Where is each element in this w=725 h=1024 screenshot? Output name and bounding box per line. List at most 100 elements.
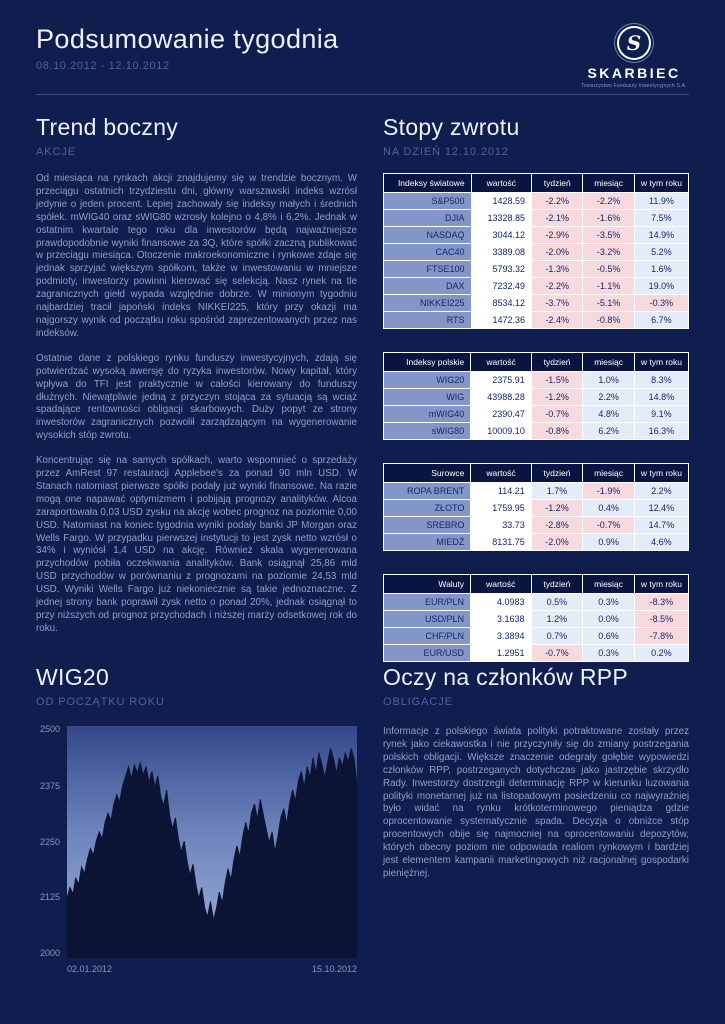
instrument-value: 43988.28 xyxy=(471,389,531,405)
table-row: ZŁOTO 1759.95 -1.2% 0.4% 12.4% xyxy=(384,500,688,516)
return-percent: -5.1% xyxy=(583,295,634,311)
return-percent: 0.7% xyxy=(531,628,583,644)
y-axis-tick-label: 2375 xyxy=(39,780,60,791)
table-row: mWIG40 2390.47 -0.7% 4.8% 9.1% xyxy=(384,406,688,422)
main-content: Trend boczny AKCJE Od miesiąca na rynkac… xyxy=(36,114,689,685)
returns-table: Waluty wartość tydzień miesiąc w tym roku EUR… xyxy=(383,574,689,662)
table-title-cell: Indeksy światowe xyxy=(384,174,471,192)
instrument-name: EUR/USD xyxy=(384,645,471,661)
table-header-row: Indeksy polskie wartość tydzień miesiąc w ty… xyxy=(384,353,688,371)
return-percent: -0.7% xyxy=(531,406,583,422)
return-percent: -1.6% xyxy=(583,210,634,226)
table-header-row: Indeksy światowe wartość tydzień miesiąc w t… xyxy=(384,174,688,192)
table-header-row: Waluty wartość tydzień miesiąc w tym roku xyxy=(384,575,688,593)
rpp-section-subtitle: OBLIGACJE xyxy=(383,696,453,708)
return-percent: -0.8% xyxy=(531,423,583,439)
return-percent: -2.9% xyxy=(532,227,583,243)
table-row: NIKKEI225 8534.12 -3.7% -5.1% -0.3% xyxy=(384,295,688,311)
return-percent: 5.2% xyxy=(634,244,688,260)
bottom-content: WIG20 OD POCZĄTKU ROKU 2500 2375 2250 2125 2… xyxy=(36,664,689,974)
return-percent: 16.3% xyxy=(634,423,688,439)
returns-section-title: Stopy zwrotu xyxy=(383,114,520,140)
return-percent: -2.2% xyxy=(583,193,634,209)
return-percent: -0.7% xyxy=(583,517,634,533)
instrument-name: ZŁOTO xyxy=(384,500,471,516)
return-percent: 4.8% xyxy=(583,406,634,422)
skarbiec-logo-icon: S xyxy=(617,26,651,60)
skarbiec-logo: S SKARBIEC Towarzystwo Funduszy Inwestyc… xyxy=(579,26,689,89)
return-percent: -0.5% xyxy=(583,261,634,277)
table-header-cell: wartość xyxy=(471,174,532,192)
return-percent: 4.6% xyxy=(634,534,688,550)
instrument-name: DJIA xyxy=(384,210,471,226)
table-row: WIG20 2375.91 -1.5% 1.0% 8.3% xyxy=(384,372,688,388)
instrument-value: 2375.91 xyxy=(471,372,531,388)
rpp-section: Oczy na członków RPP OBLIGACJE Informacj… xyxy=(383,664,689,974)
trend-section-subtitle: AKCJE xyxy=(36,146,76,158)
instrument-value: 1428.59 xyxy=(471,193,532,209)
instrument-name: CHF/PLN xyxy=(384,628,471,644)
return-percent: -1.3% xyxy=(532,261,583,277)
table-header-cell: w tym roku xyxy=(634,464,688,482)
table-header-cell: tydzień xyxy=(531,575,583,593)
instrument-name: MIEDŹ xyxy=(384,534,471,550)
return-percent: -8.5% xyxy=(634,611,688,627)
x-axis-label-end: 15.10.2012 xyxy=(311,964,357,974)
table-row: RTS 1472.36 -2.4% -0.8% 6.7% xyxy=(384,312,688,328)
chart-plot-area xyxy=(67,726,357,958)
title-block: Podsumowanie tygodnia 08.10.2012 - 12.10… xyxy=(36,24,339,72)
table-header-cell: wartość xyxy=(471,464,531,482)
return-percent: 0.3% xyxy=(583,645,634,661)
instrument-value: 3389.08 xyxy=(471,244,532,260)
return-percent: -1.1% xyxy=(583,278,634,294)
return-percent: -0.3% xyxy=(634,295,688,311)
table-title-cell: Surowce xyxy=(384,464,471,482)
table-header-cell: miesiąc xyxy=(583,353,634,371)
return-percent: 1.6% xyxy=(634,261,688,277)
return-percent: 0.2% xyxy=(634,645,688,661)
instrument-value: 10009.10 xyxy=(471,423,531,439)
return-percent: 0.3% xyxy=(583,594,634,610)
return-percent: 14.8% xyxy=(634,389,688,405)
instrument-value: 1472.36 xyxy=(471,312,532,328)
instrument-name: S&P500 xyxy=(384,193,471,209)
instrument-name: NASDAQ xyxy=(384,227,471,243)
instrument-value: 5793.32 xyxy=(471,261,532,277)
y-axis-tick-label: 2500 xyxy=(39,724,60,734)
table-row: DJIA 13328.85 -2.1% -1.6% 7.5% xyxy=(384,210,688,226)
instrument-name: CAC40 xyxy=(384,244,471,260)
return-percent: -3.7% xyxy=(532,295,583,311)
page-title: Podsumowanie tygodnia xyxy=(36,24,339,54)
table-row: EUR/USD 1.2951 -0.7% 0.3% 0.2% xyxy=(384,645,688,661)
rpp-paragraph: Informacje z polskiego świata polityki p… xyxy=(383,726,689,879)
table-row: NASDAQ 3044.12 -2.9% -3.5% 14.9% xyxy=(384,227,688,243)
instrument-value: 8131.75 xyxy=(471,534,531,550)
table-header-cell: wartość xyxy=(471,575,531,593)
instrument-value: 7232.49 xyxy=(471,278,532,294)
instrument-name: NIKKEI225 xyxy=(384,295,471,311)
table-header-row: Surowce wartość tydzień miesiąc w tym roku xyxy=(384,464,688,482)
instrument-name: RTS xyxy=(384,312,471,328)
table-title-cell: Indeksy polskie xyxy=(384,353,471,371)
return-percent: 1.0% xyxy=(583,372,634,388)
wig20-title: WIG20 xyxy=(36,664,110,690)
return-percent: 6.2% xyxy=(583,423,634,439)
brand-name: SKARBIEC xyxy=(587,65,681,81)
returns-table: Surowce wartość tydzień miesiąc w tym roku RO… xyxy=(383,463,689,551)
table-row: DAX 7232.49 -2.2% -1.1% 19.0% xyxy=(384,278,688,294)
return-percent: 8.3% xyxy=(634,372,688,388)
table-row: sWIG80 10009.10 -0.8% 6.2% 16.3% xyxy=(384,423,688,439)
table-header-cell: miesiąc xyxy=(583,575,634,593)
y-axis-tick-label: 2000 xyxy=(39,948,60,958)
brand-tagline: Towarzystwo Funduszy Inwestycyjnych S.A. xyxy=(581,83,687,89)
return-percent: -7.8% xyxy=(634,628,688,644)
instrument-name: mWIG40 xyxy=(384,406,471,422)
trend-paragraph-3: Koncentrując się na samych spółkach, war… xyxy=(36,455,357,634)
return-percent: 0.6% xyxy=(583,628,634,644)
trend-paragraph-1: Od miesiąca na rynkach akcji znajdujemy … xyxy=(36,173,357,339)
return-percent: -2.0% xyxy=(531,534,583,550)
instrument-name: ROPA BRENT xyxy=(384,483,471,499)
table-row: EUR/PLN 4.0983 0.5% 0.3% -8.3% xyxy=(384,594,688,610)
return-percent: 14.7% xyxy=(634,517,688,533)
